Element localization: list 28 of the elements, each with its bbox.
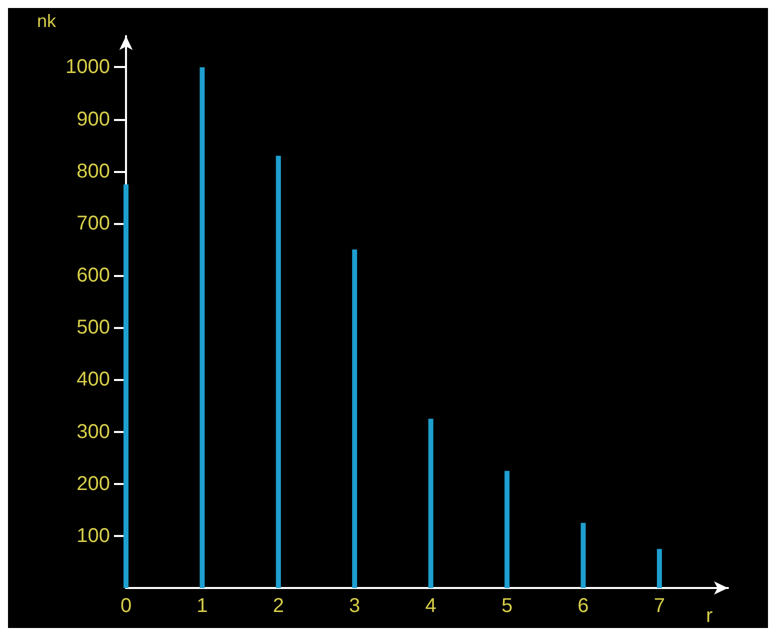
x-tick-label: 3 bbox=[349, 595, 360, 617]
bar bbox=[504, 470, 510, 588]
y-tick-label: 300 bbox=[76, 420, 110, 443]
bar bbox=[124, 184, 128, 588]
y-tick-label: 100 bbox=[76, 524, 110, 547]
y-tick-label: 900 bbox=[76, 108, 110, 130]
x-tick-label: 0 bbox=[120, 595, 132, 617]
bar bbox=[200, 67, 205, 588]
x-tick-label: 2 bbox=[272, 595, 284, 617]
x-tick-label: 5 bbox=[501, 595, 513, 617]
y-tick-label: 400 bbox=[76, 368, 110, 391]
y-tick-label: 700 bbox=[76, 212, 110, 234]
bar bbox=[352, 250, 358, 588]
y-tick-label: 800 bbox=[76, 160, 110, 182]
x-tick-label: 7 bbox=[654, 595, 665, 617]
y-tick-label: 500 bbox=[76, 316, 110, 339]
y-tick-label: 1000 bbox=[66, 56, 110, 78]
x-tick-label: 4 bbox=[425, 595, 436, 617]
bar bbox=[656, 548, 662, 588]
y-tick-label: 600 bbox=[76, 264, 110, 287]
y-axis-title: nk bbox=[36, 11, 57, 31]
bar bbox=[580, 522, 586, 588]
x-axis-title: r bbox=[706, 605, 713, 627]
x-tick-label: 1 bbox=[196, 595, 208, 617]
y-tick-label: 200 bbox=[76, 472, 110, 495]
bar bbox=[428, 418, 434, 588]
bar bbox=[276, 156, 281, 588]
x-tick-label: 6 bbox=[578, 595, 589, 617]
